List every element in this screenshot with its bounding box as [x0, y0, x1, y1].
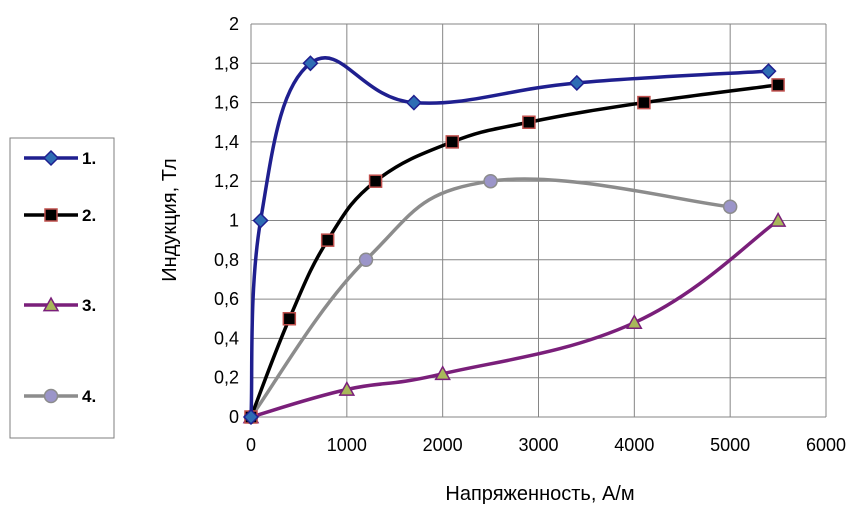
y-tick-label: 0,4 [214, 328, 239, 348]
series-2-point [771, 78, 785, 92]
x-axis-title: Напряженность, А/м [445, 483, 634, 505]
series-2-point [368, 174, 383, 188]
grid [250, 23, 827, 418]
x-tick-label: 2000 [423, 435, 463, 455]
series-2-point [637, 95, 651, 110]
series-1-point [760, 63, 777, 80]
series-3 [242, 211, 787, 424]
series-4-line [249, 177, 732, 419]
legend: 1. 2. 3. 4. [9, 137, 115, 439]
x-tick-label: 3000 [518, 435, 558, 455]
series-2-line [249, 83, 780, 419]
legend-swatch-marker [43, 388, 59, 404]
y-axis-title: Индукция, Тл [159, 158, 181, 281]
series-4-point [483, 173, 498, 189]
legend-label: 1. [82, 149, 96, 168]
legend-swatch-marker [42, 296, 60, 312]
series-1-line [249, 56, 771, 419]
series-2-point [282, 312, 297, 326]
legend-label: 4. [82, 387, 96, 406]
series-1-point [252, 212, 269, 229]
series-2-point [320, 233, 335, 247]
y-tick-label: 1 [229, 211, 239, 231]
series-1-point [568, 74, 585, 92]
x-tick-label: 1000 [327, 435, 367, 455]
legend-label: 3. [82, 296, 96, 315]
legend-entry-2: 2. [24, 206, 96, 225]
y-tick-label: 0,2 [214, 368, 239, 388]
series-1-point [302, 55, 319, 72]
y-tick-label: 0 [229, 407, 239, 427]
series-3-point [626, 314, 643, 330]
legend-entry-4: 4. [24, 387, 96, 406]
y-tick-label: 0,6 [214, 289, 239, 309]
tick-labels: 0 0,2 0,4 0,6 0,8 1 1,2 1,4 1,6 1,8 2 0 1000 2000 3000… [214, 14, 846, 455]
series-3-line [249, 218, 780, 419]
series-1 [242, 55, 777, 426]
x-tick-label: 5000 [710, 435, 750, 455]
series-2-point [522, 115, 536, 129]
y-tick-label: 1,2 [214, 171, 239, 191]
series-4-point [722, 199, 738, 214]
series-3-point [769, 211, 787, 227]
y-tick-label: 1,8 [214, 53, 239, 73]
y-tick-label: 2 [229, 14, 239, 34]
x-tick-label: 4000 [614, 435, 654, 455]
series-2 [244, 78, 785, 424]
series-4-point [358, 252, 374, 268]
series-layer [242, 55, 787, 426]
y-tick-label: 1,6 [214, 93, 239, 113]
series-2-point [445, 135, 459, 149]
legend-box [9, 137, 115, 439]
legend-swatch-marker [42, 149, 60, 167]
series-3-point [338, 380, 356, 396]
y-tick-label: 0,8 [214, 250, 239, 270]
legend-label: 2. [82, 206, 96, 225]
legend-entry-1: 1. [24, 149, 96, 168]
series-1-point [405, 94, 422, 111]
x-tick-label: 0 [246, 435, 256, 455]
series-1-point [242, 408, 260, 426]
legend-swatch-marker [44, 208, 58, 222]
legend-entry-3: 3. [24, 296, 96, 315]
x-tick-label: 6000 [806, 435, 846, 455]
y-tick-label: 1,4 [214, 132, 239, 152]
series-3-point [434, 365, 451, 381]
